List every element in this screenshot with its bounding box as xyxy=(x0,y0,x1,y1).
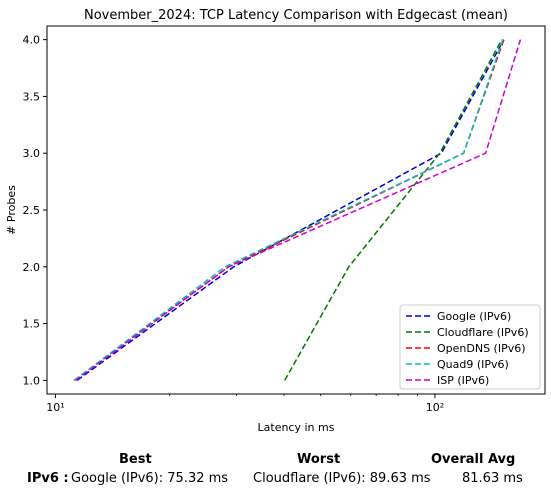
overall-avg-header: Overall Avg xyxy=(431,452,516,467)
series-line-3 xyxy=(73,39,504,381)
legend-label-1: Cloudflare (IPv6) xyxy=(437,326,529,339)
worst-header: Worst xyxy=(297,452,341,467)
x-axis-label: Latency in ms xyxy=(258,421,335,434)
best-header: Best xyxy=(119,452,152,467)
series-line-4 xyxy=(75,39,522,382)
latency-chart: November_2024: TCP Latency Comparison wi… xyxy=(5,8,546,434)
best-value: Google (IPv6): 75.32 ms xyxy=(71,471,229,486)
series-line-1 xyxy=(284,39,503,381)
legend-label-3: Quad9 (IPv6) xyxy=(437,358,509,371)
y-tick-label-1: 1.5 xyxy=(23,318,41,331)
overall-avg-value: 81.63 ms xyxy=(462,471,523,486)
y-axis-label: # Probes xyxy=(5,185,18,235)
y-tick-label-4: 3.0 xyxy=(23,147,41,160)
legend-label-2: OpenDNS (IPv6) xyxy=(437,342,526,355)
y-tick-label-6: 4.0 xyxy=(23,34,41,47)
legend: Google (IPv6) Cloudflare (IPv6) OpenDNS (I… xyxy=(399,304,541,390)
y-tick-label-3: 2.5 xyxy=(23,204,41,217)
series-line-0 xyxy=(76,39,505,382)
legend-label-0: Google (IPv6) xyxy=(437,310,511,323)
chart-title: November_2024: TCP Latency Comparison wi… xyxy=(84,8,508,23)
summary-panel: Best Worst Overall Avg IPv6 : Google (IP… xyxy=(0,448,551,496)
x-tick-label-1: 10² xyxy=(426,401,444,414)
worst-value: Cloudflare (IPv6): 89.63 ms xyxy=(253,471,431,486)
x-tick-label-0: 10¹ xyxy=(46,401,64,414)
y-tick-label-0: 1.0 xyxy=(23,374,41,387)
ipv6-row-label: IPv6 : xyxy=(27,471,69,486)
legend-box xyxy=(399,304,541,390)
y-tick-label-2: 2.0 xyxy=(23,261,41,274)
y-tick-label-5: 3.5 xyxy=(23,90,41,103)
legend-label-4: ISP (IPv6) xyxy=(437,374,489,387)
